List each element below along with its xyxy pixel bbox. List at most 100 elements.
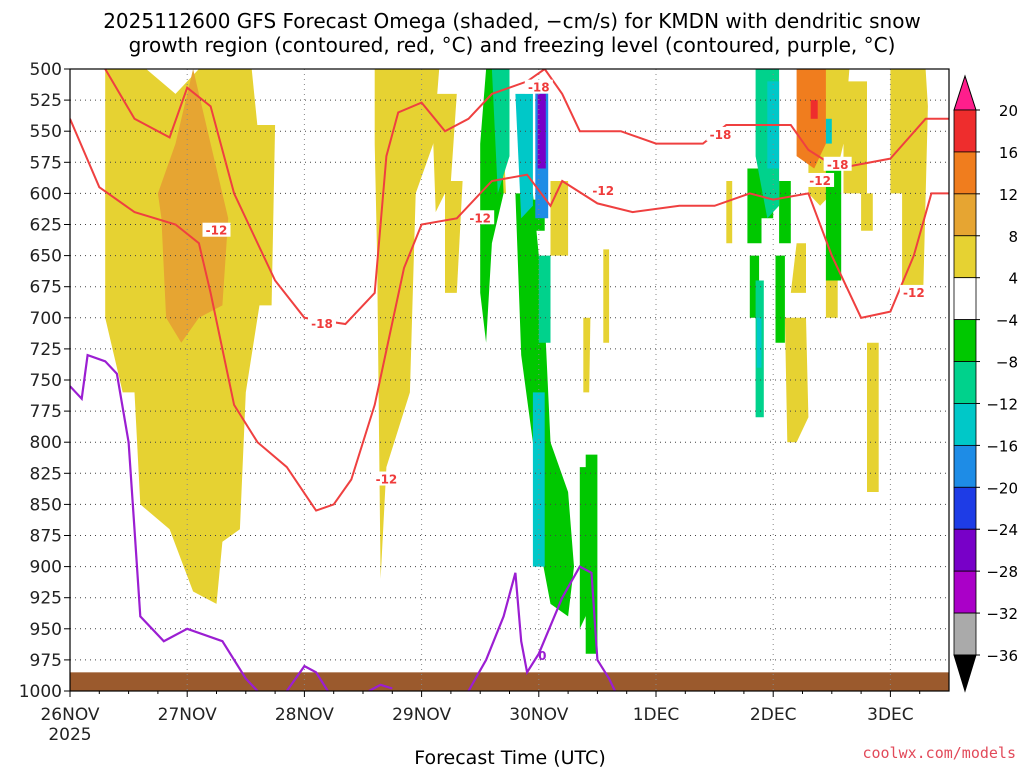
colorbar-segment <box>953 193 977 237</box>
x-axis: 2025 26NOV 27NOV 28NOV 29NOV 30NOV 1DEC 2DEC 3D… <box>40 691 921 745</box>
y-tick-label: 550 <box>30 122 62 142</box>
y-tick-label: 500 <box>30 60 62 80</box>
omega-area-4 <box>726 181 733 244</box>
contour-label-bg <box>307 316 336 331</box>
omega-area-4 <box>603 249 610 343</box>
colorbar-bottom-arrow <box>953 654 977 693</box>
colorbar-label: 12 <box>999 186 1018 204</box>
y-tick-label: 825 <box>30 464 62 484</box>
contour-label: -18 <box>710 128 732 142</box>
freezing-level-contour <box>467 565 616 691</box>
contour-label: -12 <box>903 286 925 300</box>
colorbar-label: −16 <box>986 437 1018 455</box>
omega-area-neg12 <box>515 93 533 219</box>
colorbar-label: 20 <box>999 102 1018 120</box>
contour-label: -18 <box>827 158 849 172</box>
x-year-label: 2025 <box>48 725 91 745</box>
red-contour-neg18 <box>104 69 949 326</box>
omega-area-4 <box>374 69 440 579</box>
x-tick-label: 1DEC <box>633 705 680 725</box>
omega-area-neg4 <box>775 255 785 343</box>
colorbar-segment <box>953 486 977 530</box>
credit-link[interactable]: coolwx.com/models <box>862 744 1016 762</box>
omega-area-neg4 <box>747 168 762 244</box>
contour-label: -12 <box>376 473 398 487</box>
colorbar-segment <box>953 361 977 404</box>
colorbar-top-arrow <box>953 74 977 111</box>
colorbar-segment <box>953 151 977 195</box>
y-tick-label: 700 <box>30 309 62 329</box>
omega-area-4 <box>784 317 809 443</box>
omega-area-neg4 <box>779 181 791 244</box>
colorbar-label: −28 <box>986 563 1018 581</box>
x-tick-label: 3DEC <box>867 705 914 725</box>
colorbar-segment <box>953 570 977 614</box>
chart-title-line-1: 2025112600 GFS Forecast Omega (shaded, −… <box>103 9 921 33</box>
contour-labels: -18 -18 -18 -18 -12 -12 -12 -12 -12 -12 0 <box>202 79 928 663</box>
terrain <box>70 672 949 691</box>
colorbar-segment <box>953 277 977 321</box>
omega-area-4 <box>105 69 270 604</box>
omega-area-neg8 <box>538 255 551 343</box>
grid-lines <box>70 69 949 691</box>
y-tick-label: 950 <box>30 620 62 640</box>
terrain-band <box>70 672 949 691</box>
colorbar-label: −36 <box>986 647 1018 665</box>
omega-area-4 <box>445 181 463 293</box>
colorbar-segment <box>953 403 977 446</box>
omega-shading <box>105 69 928 654</box>
x-tick-label: 27NOV <box>158 705 217 725</box>
colorbar-label: 4 <box>1008 270 1018 288</box>
y-tick-label: 600 <box>30 184 62 204</box>
colorbar-segment <box>953 235 977 279</box>
x-tick-label: 30NOV <box>509 705 568 725</box>
x-axis-title: Forecast Time (UTC) <box>414 747 605 768</box>
chart-title-line-2: growth region (contoured, red, °C) and f… <box>129 33 896 57</box>
x-tick-label: 28NOV <box>275 705 334 725</box>
omega-area-4 <box>583 317 591 393</box>
contour-label: -18 <box>311 317 333 331</box>
omega-area-8 <box>157 69 229 343</box>
omega-area-4 <box>251 143 258 219</box>
colorbar-label: −12 <box>986 395 1018 413</box>
y-tick-label: 725 <box>30 340 62 360</box>
freezing-level-contour <box>285 664 329 691</box>
plot-area: -18 -18 -18 -18 -12 -12 -12 -12 -12 -12 0 <box>69 68 950 692</box>
contours <box>70 69 949 691</box>
contour-label: -12 <box>592 184 614 198</box>
contour-label: -12 <box>206 224 228 238</box>
y-tick-label: 850 <box>30 495 62 515</box>
x-tick-label: 26NOV <box>40 705 99 725</box>
colorbar-label: −24 <box>986 521 1018 539</box>
colorbar-segment <box>953 109 977 153</box>
contour-label: -12 <box>809 174 831 188</box>
colorbar-label: −32 <box>986 605 1018 623</box>
y-tick-label: 575 <box>30 153 62 173</box>
y-tick-label: 900 <box>30 558 62 578</box>
colorbar-label: −20 <box>986 479 1018 497</box>
y-tick-label: 975 <box>30 651 62 671</box>
x-tick-label: 29NOV <box>392 705 451 725</box>
contour-label-bg <box>806 172 835 187</box>
omega-area-4 <box>867 342 879 492</box>
omega-area-4 <box>550 181 569 256</box>
contour-label-bg <box>372 471 401 486</box>
red-contour-neg12 <box>70 118 949 512</box>
colorbar-segment <box>953 528 977 572</box>
omega-area-4 <box>861 193 873 231</box>
contour-label-bg <box>589 182 618 197</box>
omega-area-16 <box>810 100 818 119</box>
contour-label-bg <box>706 126 735 141</box>
contour-label-bg <box>899 284 928 299</box>
y-axis: 500 525 550 575 600 625 650 675 700 725 750 775 800 8… <box>19 60 70 702</box>
x-tick-label: 2DEC <box>750 705 797 725</box>
colorbar-label: −8 <box>996 354 1018 372</box>
colorbar-segment <box>953 612 977 656</box>
colorbar-label: 16 <box>999 144 1018 162</box>
y-tick-label: 1000 <box>19 682 62 702</box>
y-tick-label: 875 <box>30 527 62 547</box>
contour-label-bg <box>823 156 852 171</box>
colorbar-label: 8 <box>1008 228 1018 246</box>
omega-area-4 <box>843 81 867 194</box>
colorbar-segment <box>953 444 977 488</box>
